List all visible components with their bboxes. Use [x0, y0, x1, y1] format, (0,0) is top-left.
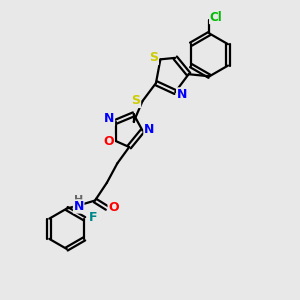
Text: F: F: [89, 211, 98, 224]
Text: N: N: [144, 123, 154, 136]
Text: O: O: [103, 135, 114, 148]
Text: S: S: [149, 51, 158, 64]
Text: N: N: [74, 200, 84, 213]
Text: N: N: [104, 112, 115, 125]
Text: Cl: Cl: [210, 11, 222, 24]
Text: O: O: [108, 202, 119, 214]
Text: H: H: [74, 195, 83, 205]
Text: N: N: [177, 88, 187, 101]
Text: S: S: [131, 94, 140, 107]
